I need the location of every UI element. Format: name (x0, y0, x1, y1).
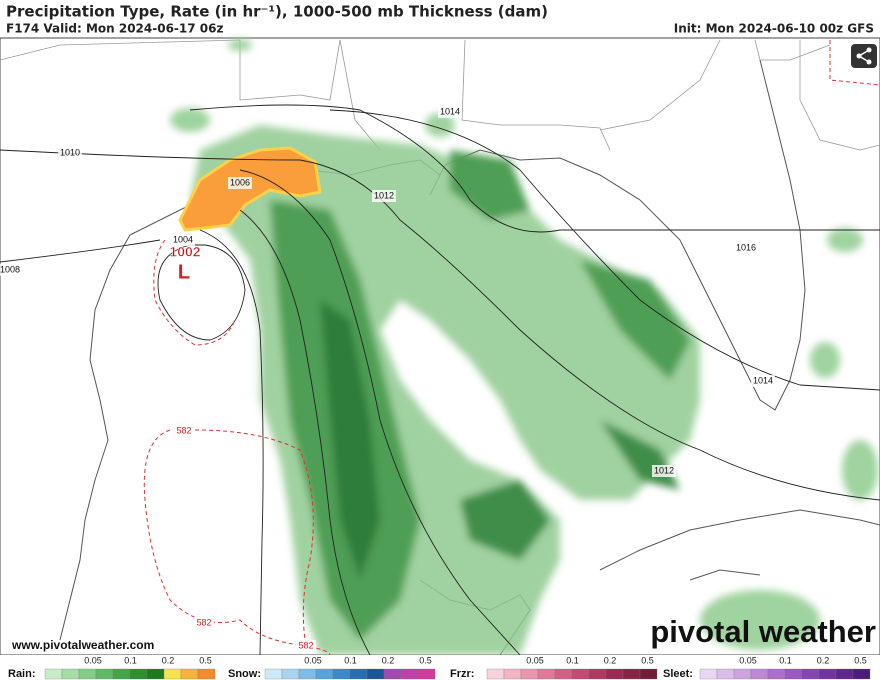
label-bg (0, 264, 22, 276)
label-bg (372, 190, 396, 202)
isobars (0, 104, 880, 656)
legend-swatch (281, 668, 300, 680)
legend-swatch (264, 668, 283, 680)
legend-swatch (486, 668, 505, 680)
label-bg (174, 425, 194, 437)
isobar-label: 1012 (374, 190, 394, 200)
legend-swatch (605, 668, 624, 680)
label-bg (228, 177, 252, 189)
legend-label: Sleet: (663, 668, 693, 680)
legend-swatch (146, 668, 165, 680)
legend-swatch (571, 668, 590, 680)
legend-label: Frzr: (450, 668, 474, 680)
legend-swatch (400, 668, 419, 680)
legend-swatch (315, 668, 334, 680)
legend-swatch (383, 668, 402, 680)
legend-tick: 0.5 (199, 655, 212, 665)
isobar-label: 1004 (173, 234, 193, 244)
legend-label: Snow: (228, 668, 261, 680)
legend-swatch (835, 668, 854, 680)
legend-tick: 0.2 (817, 655, 830, 665)
legend-swatch (163, 668, 182, 680)
legend-swatch (588, 668, 607, 680)
legend-tick: 0.2 (162, 655, 175, 665)
legend-swatch (818, 668, 837, 680)
legend-tick: 0.5 (641, 655, 654, 665)
label-bg (194, 617, 214, 629)
label-bg (171, 234, 195, 246)
thickness-label: 582 (298, 640, 313, 650)
legend-swatch (366, 668, 385, 680)
website: www.pivotalweather.com (11, 638, 154, 652)
legend-tick: 0.1 (344, 655, 357, 665)
logo: pivotal weather (650, 614, 876, 649)
legend-swatch (349, 668, 368, 680)
legend-swatch (417, 668, 436, 680)
legend-swatch (44, 668, 63, 680)
legend-label: Rain: (8, 668, 36, 680)
isobar-label: 1014 (753, 375, 773, 385)
low-pressure: 1002 (169, 244, 200, 260)
legend-swatch (784, 668, 803, 680)
label-bg (58, 147, 82, 159)
legend-swatch (129, 668, 148, 680)
thickness-label: 582 (196, 617, 211, 627)
legend-swatch (61, 668, 80, 680)
label-bg (296, 640, 316, 652)
legend-swatch (639, 668, 658, 680)
legend-tick: 0.1 (566, 655, 579, 665)
legend-swatch (180, 668, 199, 680)
label-bg (652, 465, 676, 477)
legend-swatch (332, 668, 351, 680)
share-icon[interactable] (851, 44, 877, 68)
legend-tick: 0.1 (779, 655, 792, 665)
thickness-label: 582 (176, 425, 191, 435)
legend-swatch (554, 668, 573, 680)
precip-rain (170, 39, 878, 655)
isobar-label: 1010 (60, 147, 80, 157)
legend-swatch (298, 668, 317, 680)
legend-swatch (95, 668, 114, 680)
low-symbol: L (178, 261, 190, 283)
legend-tick: 0.2 (604, 655, 617, 665)
label-bg (751, 375, 775, 387)
legend-swatch (622, 668, 641, 680)
legend-tick: 0.05 (526, 655, 544, 665)
legend-tick: 0.05 (84, 655, 102, 665)
legend-swatch (852, 668, 871, 680)
legend-swatch (112, 668, 131, 680)
legend-tick: 0.2 (382, 655, 395, 665)
isobar-label: 1016 (736, 242, 756, 252)
share-button[interactable] (851, 44, 877, 68)
label-bg (438, 106, 462, 118)
legend-tick: 0.5 (854, 655, 867, 665)
legend-tick: 0.05 (739, 655, 757, 665)
isobar-label: 1008 (0, 264, 20, 274)
legend-swatch (699, 668, 718, 680)
legend-swatch (520, 668, 539, 680)
legend-swatch (78, 668, 97, 680)
label-bg (734, 242, 758, 254)
legend-swatch (801, 668, 820, 680)
isobar-label: 1012 (654, 465, 674, 475)
legend-swatch (503, 668, 522, 680)
legend-swatch (537, 668, 556, 680)
title: Precipitation Type, Rate (in hr⁻¹), 1000… (6, 3, 548, 21)
legend-swatch (767, 668, 786, 680)
thickness (143, 40, 880, 656)
legend-swatch (197, 668, 216, 680)
init-time: Init: Mon 2024-06-10 00z GFS (674, 22, 874, 36)
legend-tick: 0.1 (124, 655, 137, 665)
isobar-label: 1006 (230, 177, 250, 187)
isobar-label: 1014 (440, 106, 460, 116)
legend-swatch (716, 668, 735, 680)
legend-tick: 0.05 (304, 655, 322, 665)
legend-tick: 0.5 (419, 655, 432, 665)
legend-swatch (733, 668, 752, 680)
valid-time: F174 Valid: Mon 2024-06-17 06z (6, 22, 223, 36)
legend-swatch (750, 668, 769, 680)
